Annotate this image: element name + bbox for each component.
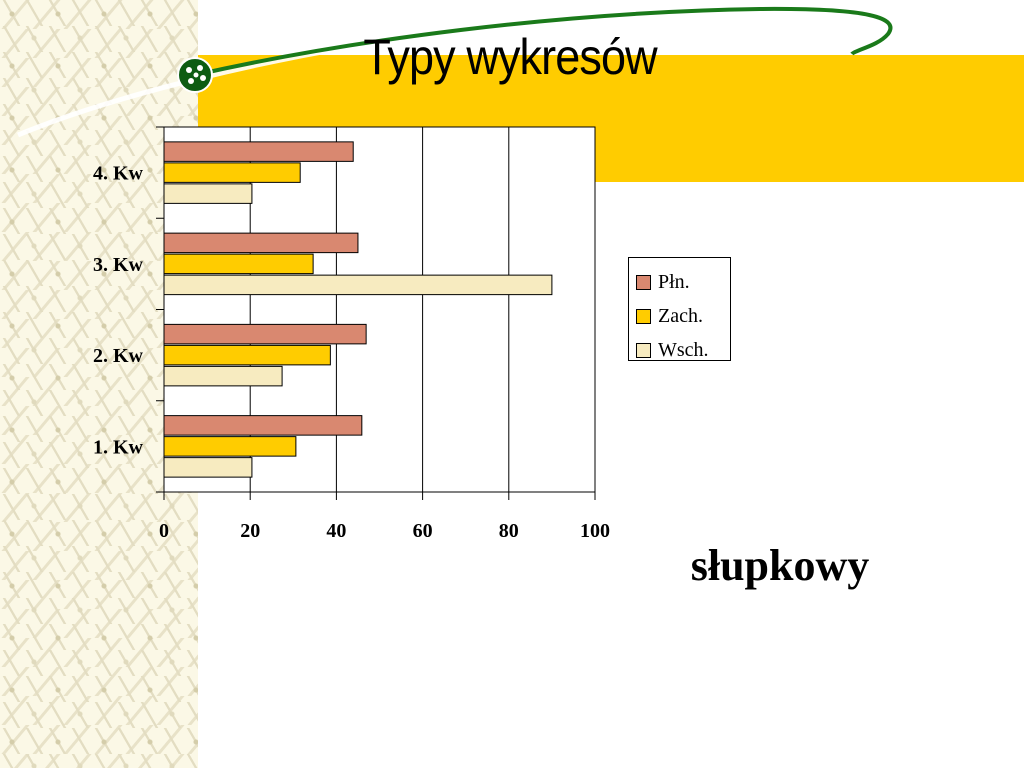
legend-swatch-zach — [636, 308, 651, 324]
y-category-label-0: 1. Kw — [93, 436, 144, 458]
x-tick-label-4: 80 — [499, 520, 519, 542]
bar-3kw-series-0 — [163, 232, 359, 254]
legend-label-zach: Zach. — [658, 304, 703, 327]
y-category-label-1: 2. Kw — [93, 345, 144, 367]
legend-item-pln: Płn. — [636, 265, 730, 299]
bar-1kw-series-1 — [163, 436, 297, 457]
bar-3kw-series-2 — [163, 274, 553, 296]
bar-4kw-series-2 — [163, 183, 253, 204]
slide-title: Typy wykresów — [363, 29, 657, 85]
x-tick-label-0: 0 — [159, 520, 169, 542]
x-tick-label-2: 40 — [326, 520, 346, 542]
x-tick-label-1: 20 — [240, 520, 260, 542]
chart-type-label: słupkowy — [690, 541, 870, 590]
legend-swatch-pln — [636, 274, 651, 290]
bar-1kw-series-0 — [163, 415, 363, 436]
y-category-label-3: 4. Kw — [93, 163, 144, 185]
bar-1kw-series-2 — [163, 457, 253, 478]
bar-3kw-series-1 — [163, 253, 314, 275]
x-tick-label-3: 60 — [413, 520, 433, 542]
bar-2kw-series-1 — [163, 344, 331, 366]
y-category-label-2: 3. Kw — [93, 254, 144, 276]
legend-item-wsch: Wsch. — [636, 333, 730, 367]
legend-label-wsch: Wsch. — [658, 338, 709, 361]
legend-label-pln: Płn. — [658, 270, 690, 293]
bar-4kw-series-1 — [163, 162, 301, 183]
chart-legend: Płn. Zach. Wsch. — [628, 257, 731, 361]
legend-item-zach: Zach. — [636, 299, 730, 333]
bar-4kw-series-0 — [163, 141, 354, 162]
legend-swatch-wsch — [636, 342, 651, 358]
bar-2kw-series-2 — [163, 365, 283, 387]
bar-2kw-series-0 — [163, 323, 367, 345]
x-tick-label-5: 100 — [580, 520, 610, 542]
